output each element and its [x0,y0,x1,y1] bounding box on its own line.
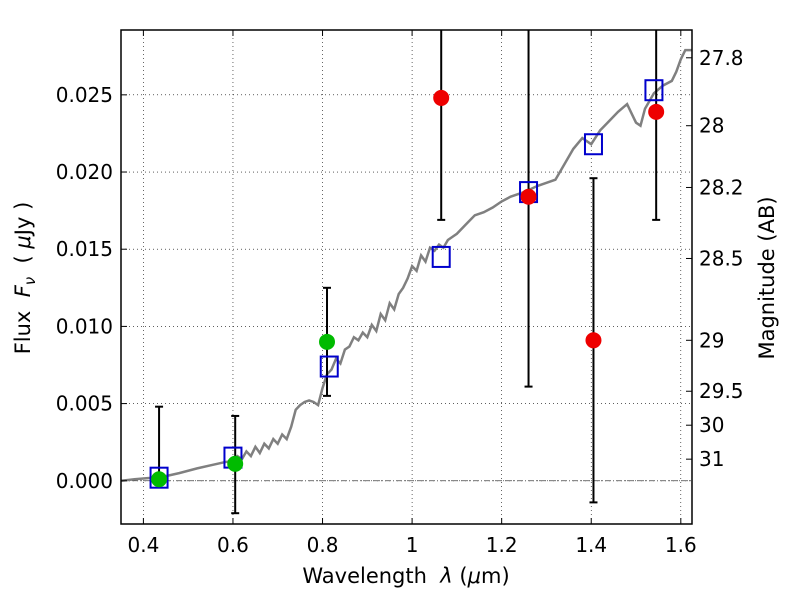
y2-tick-label: 27.8 [699,46,744,70]
model-photometry-markers [149,79,664,489]
y2-tick-label: 28.2 [699,175,744,199]
observed-point [585,332,602,349]
x-tick-label: 0.4 [127,533,159,557]
observed-point [227,455,244,472]
y2-tick-label: 28 [699,114,724,138]
x-tick-label: 1 [406,533,419,557]
x-axis-title: Wavelength λ (μm) [302,564,509,588]
error-bars [155,30,661,515]
y-tick-label: 0.005 [56,392,113,416]
x-tick-label: 0.6 [217,533,249,557]
y-tick-label: 0.020 [56,160,113,184]
plot-frame [120,29,693,525]
y2-tick-label: 28.5 [699,246,744,270]
observed-photometry-markers [151,89,665,488]
model-point [319,355,339,378]
observed-point [151,471,168,488]
y2-tick-label: 29.5 [699,379,744,403]
x-tick-label: 1.4 [575,533,607,557]
model-point [431,245,451,268]
observed-point [520,188,537,205]
y-axis-title: Flux Fν ( μJy ) [11,202,39,355]
y2-tick-label: 30 [699,413,724,437]
y-axis-ticks: 0.000 0.005 0.010 0.015 0.020 0.025 [56,83,127,493]
spectrum-line [120,48,692,483]
observed-point [319,333,336,350]
grid-lines [121,30,692,524]
y-tick-label: 0.025 [56,83,113,107]
x-axis-ticks: 0.4 0.6 0.8 1 1.2 1.4 1.6 [127,30,697,557]
observed-point [648,103,665,120]
model-spectrum [120,48,692,483]
x-tick-label: 1.6 [665,533,697,557]
y-tick-label: 0.015 [56,237,113,261]
observed-point [433,89,450,106]
y2-tick-label: 31 [699,447,724,471]
y2-tick-label: 29 [699,328,724,352]
x-tick-label: 0.8 [307,533,339,557]
model-point [583,133,603,156]
y2-axis-title: Magnitude (AB) [755,196,779,359]
y-tick-label: 0.000 [56,469,113,493]
x-tick-label: 1.2 [486,533,518,557]
y-tick-label: 0.010 [56,314,113,338]
model-point [149,466,169,489]
model-point [644,79,664,102]
y2-axis-ticks: 27.8 28 28.2 28.5 29 29.5 30 31 [686,46,744,471]
